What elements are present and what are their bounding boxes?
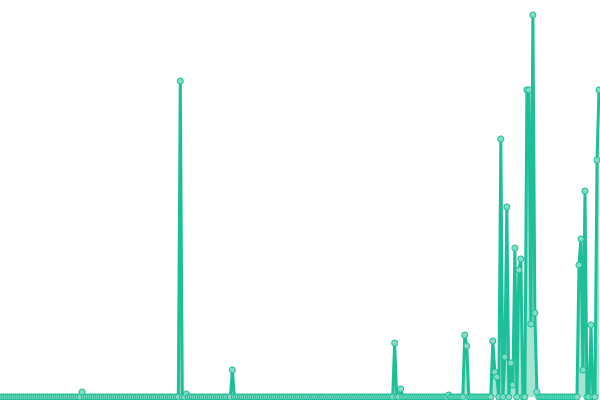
data-point [493, 373, 501, 381]
data-point [577, 235, 585, 243]
data-point [497, 135, 505, 143]
data-point [587, 321, 595, 329]
data-point [505, 393, 513, 400]
data-point [397, 385, 405, 393]
data-point [575, 261, 583, 269]
data-point [489, 337, 497, 345]
data-point [521, 393, 529, 400]
data-point [511, 244, 519, 252]
data-point [487, 393, 495, 400]
data-point [503, 203, 511, 211]
data-point [391, 339, 399, 347]
data-point [515, 266, 523, 274]
data-point [531, 309, 539, 317]
data-point [461, 331, 469, 339]
data-point [581, 187, 589, 195]
data-point [593, 156, 600, 164]
data-point [573, 393, 581, 400]
data-point [509, 381, 517, 389]
data-point [459, 393, 467, 400]
data-point [499, 393, 507, 400]
data-point [513, 393, 521, 400]
data-point [501, 353, 509, 361]
data-point [529, 11, 537, 19]
data-point [507, 359, 515, 367]
marker-layer [0, 11, 600, 400]
data-point [176, 77, 184, 85]
data-point [579, 366, 587, 374]
data-point [527, 320, 535, 328]
data-point [517, 255, 525, 263]
data-point [228, 366, 236, 374]
data-point [463, 342, 471, 350]
data-point [595, 86, 600, 94]
data-point [525, 86, 533, 94]
data-point [591, 393, 599, 400]
